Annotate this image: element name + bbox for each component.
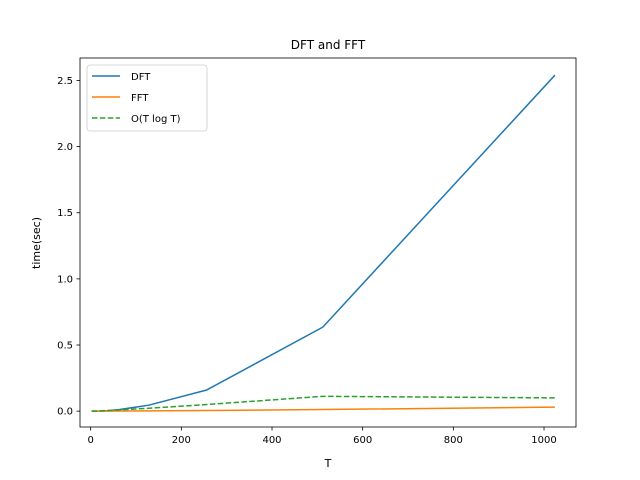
y-tick-label-2: 1.0 bbox=[57, 274, 73, 285]
x-tick-label-1: 200 bbox=[172, 435, 191, 446]
legend: DFT FFT O(T log T) bbox=[86, 64, 208, 132]
x-axis-label: T bbox=[324, 457, 332, 470]
x-tick-label-0: 0 bbox=[87, 435, 93, 446]
legend-label-2: O(T log T) bbox=[131, 114, 181, 125]
legend-label-1: FFT bbox=[131, 93, 149, 104]
series-line-2 bbox=[91, 395, 555, 412]
y-tick-label-4: 2.0 bbox=[57, 142, 73, 153]
x-tick-label-2: 400 bbox=[262, 435, 281, 446]
y-tick-label-0: 0.0 bbox=[57, 407, 73, 418]
y-axis-label: time(sec) bbox=[30, 217, 43, 269]
x-tick-label-3: 600 bbox=[353, 435, 372, 446]
y-tick-label-5: 2.5 bbox=[57, 76, 73, 87]
legend-box bbox=[86, 64, 208, 132]
plot-area: 0 200 400 600 800 1000 0.0 0.5 1.0 1.5 2.0 2.5 bbox=[57, 57, 577, 446]
y-tick-label-1: 0.5 bbox=[57, 341, 73, 352]
y-tick-label-3: 1.5 bbox=[57, 208, 73, 219]
x-tick-label-5: 1000 bbox=[531, 435, 556, 446]
x-tick-label-4: 800 bbox=[444, 435, 463, 446]
chart-title: DFT and FFT bbox=[291, 38, 366, 52]
legend-label-0: DFT bbox=[131, 72, 151, 83]
axes-frame bbox=[79, 57, 577, 428]
